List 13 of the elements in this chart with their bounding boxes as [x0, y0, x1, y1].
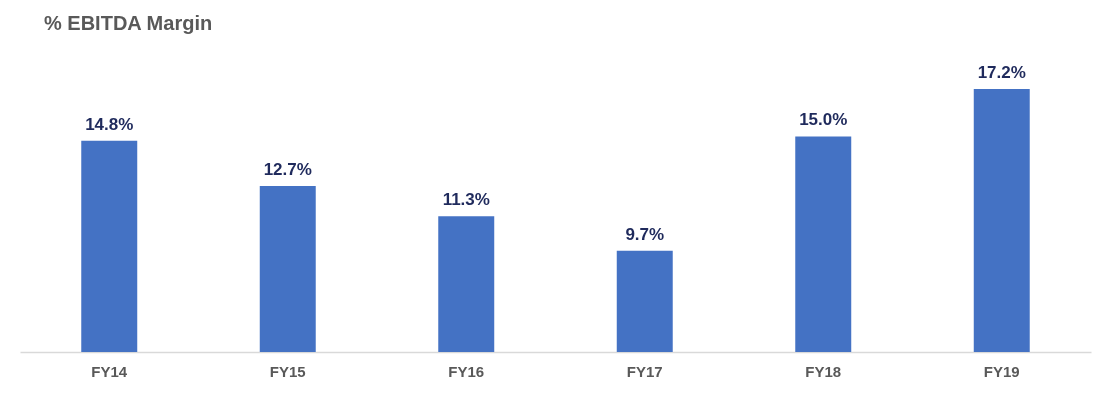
data-label: 17.2% [977, 63, 1026, 82]
data-label: 11.3% [442, 190, 490, 210]
x-tick-label: FY19 [983, 362, 1020, 380]
data-label: 12.7% [263, 160, 312, 180]
x-tick-label: FY17 [626, 362, 663, 380]
x-tick-label: FY16 [448, 362, 485, 380]
x-tick-label: FY18 [805, 362, 842, 380]
chart-title: % EBITDA Margin [44, 12, 213, 34]
x-tick-label: FY15 [269, 362, 306, 380]
data-label: 9.7% [625, 224, 665, 244]
data-label: 14.8% [85, 114, 134, 134]
x-tick-label: FY14 [91, 362, 128, 380]
data-label: 15.0% [799, 110, 848, 130]
